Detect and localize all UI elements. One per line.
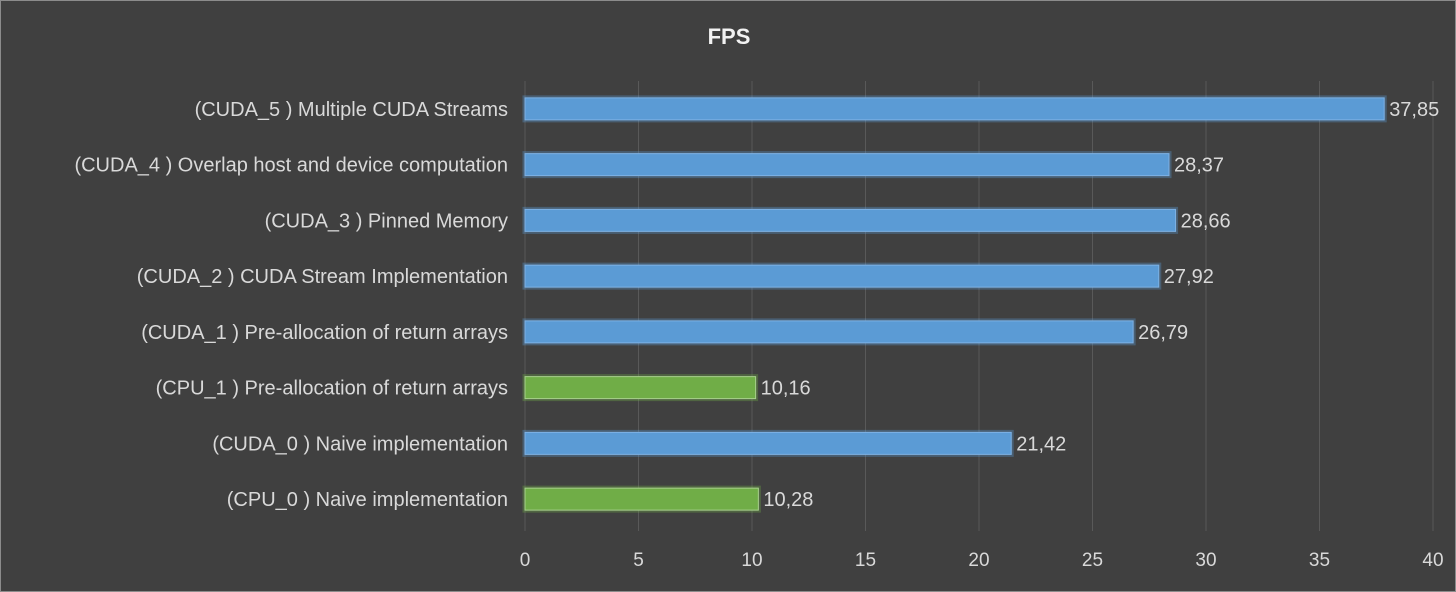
x-tick-label: 0: [520, 550, 531, 571]
bar-glow: [522, 429, 1014, 457]
category-label: (CUDA_1 ) Pre-allocation of return array…: [141, 322, 508, 344]
bar: [524, 97, 1385, 121]
bar-glow: [522, 262, 1162, 290]
category-label: (CPU_0 ) Naive implementation: [227, 489, 508, 511]
bars: [522, 95, 1387, 513]
value-label: 10,16: [761, 378, 811, 400]
value-label: 28,37: [1174, 155, 1224, 177]
bar-glow: [522, 206, 1179, 234]
x-tick-label: 40: [1422, 550, 1443, 571]
x-tick-label: 35: [1309, 550, 1330, 571]
category-label: (CUDA_4 ) Overlap host and device comput…: [74, 155, 508, 177]
bar-glow: [522, 485, 761, 513]
category-label: (CUDA_3 ) Pinned Memory: [265, 210, 508, 232]
category-label: (CPU_1 ) Pre-allocation of return arrays: [156, 378, 508, 400]
value-label: 27,92: [1164, 266, 1214, 288]
value-label: 26,79: [1138, 322, 1188, 344]
category-label: (CUDA_2 ) CUDA Stream Implementation: [137, 266, 508, 288]
x-tick-label: 20: [968, 550, 989, 571]
bar: [524, 487, 759, 511]
bar: [524, 376, 757, 400]
bar: [524, 208, 1177, 232]
value-label: 10,28: [763, 489, 813, 511]
category-label: (CUDA_5 ) Multiple CUDA Streams: [195, 99, 508, 121]
x-tick-label: 5: [633, 550, 644, 571]
x-tick-label: 30: [1195, 550, 1216, 571]
x-tick-label: 25: [1082, 550, 1103, 571]
x-tick-label: 10: [741, 550, 762, 571]
bar: [524, 320, 1134, 344]
bar: [524, 264, 1160, 288]
bar-glow: [522, 374, 759, 402]
bar: [524, 431, 1012, 455]
bar-glow: [522, 318, 1136, 346]
value-label: 28,66: [1181, 210, 1231, 232]
x-tick-label: 15: [855, 550, 876, 571]
chart-title: FPS: [708, 24, 751, 49]
bar-glow: [522, 151, 1172, 179]
bar: [524, 153, 1170, 177]
x-axis-tick-labels: 0 5 10 15 20 25 30 35 40: [520, 550, 1444, 571]
value-labels: 37,85 28,37 28,66 27,92 26,79 10,16 21,42 10,28: [761, 99, 1440, 511]
bar-glow: [522, 95, 1387, 123]
value-label: 37,85: [1389, 99, 1439, 121]
gridlines: [524, 81, 1434, 531]
value-label: 21,42: [1016, 433, 1066, 455]
category-label: (CUDA_0 ) Naive implementation: [212, 433, 508, 455]
category-labels: (CUDA_5 ) Multiple CUDA Streams (CUDA_4 )…: [74, 99, 508, 511]
